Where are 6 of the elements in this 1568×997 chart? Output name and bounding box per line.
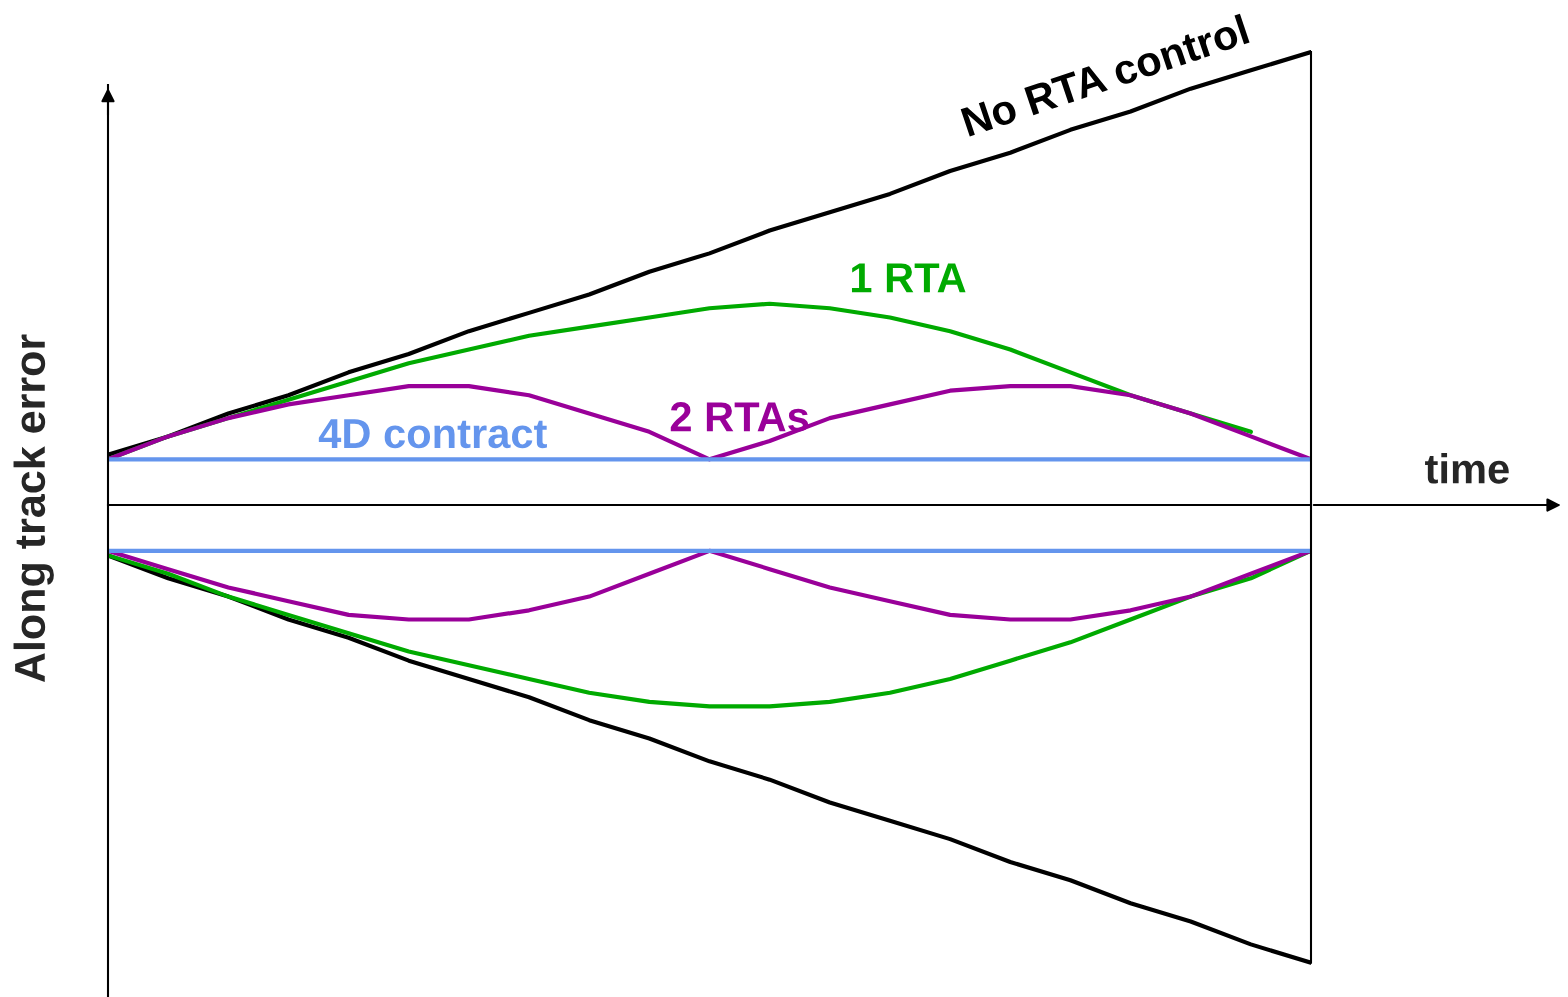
x-axis-title: time xyxy=(1425,453,1509,484)
series-label: 1 RTA xyxy=(851,263,966,293)
series-label: 2 RTAs xyxy=(670,402,809,432)
y-axis-title: Along track error xyxy=(13,334,54,683)
text: No RTA control xyxy=(960,13,1250,137)
series-label: 4D contract xyxy=(318,419,547,449)
